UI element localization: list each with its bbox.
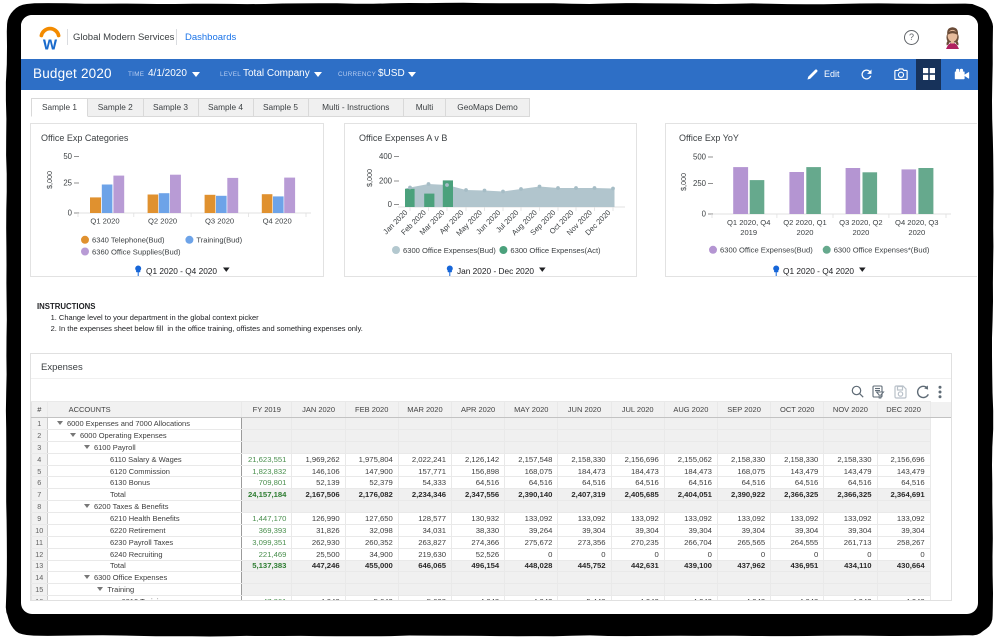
svg-text:Q1 2020 - Q4 2020: Q1 2020 - Q4 2020 <box>146 266 217 276</box>
svg-text:6300 Office Expenses(Bud): 6300 Office Expenses(Bud) <box>403 246 496 255</box>
svg-text:Q4 2020, Q3: Q4 2020, Q3 <box>895 218 938 227</box>
svg-text:50: 50 <box>63 152 72 161</box>
svg-text:$,000: $,000 <box>679 173 688 191</box>
svg-text:Jan 2020 - Dec 2020: Jan 2020 - Dec 2020 <box>457 266 534 276</box>
svg-text:200: 200 <box>379 177 393 186</box>
svg-text:250: 250 <box>693 179 707 188</box>
svg-text:2020: 2020 <box>908 228 925 237</box>
svg-text:6360 Office Supplies(Bud): 6360 Office Supplies(Bud) <box>92 247 181 256</box>
svg-text:w: w <box>42 34 58 52</box>
svg-text:0: 0 <box>68 209 73 218</box>
svg-text:6340 Telephone(Bud): 6340 Telephone(Bud) <box>92 236 165 245</box>
svg-text:6300 Office Expenses(Bud): 6300 Office Expenses(Bud) <box>720 246 813 255</box>
svg-text:Training(Bud): Training(Bud) <box>196 236 242 245</box>
svg-text:Q1 2020: Q1 2020 <box>90 217 119 226</box>
svg-text:Q4 2020: Q4 2020 <box>263 217 292 226</box>
svg-text:6300 Office Expenses(Act): 6300 Office Expenses(Act) <box>510 246 601 255</box>
svg-text:0: 0 <box>702 210 707 219</box>
svg-text:0: 0 <box>388 200 393 209</box>
svg-text:$,000: $,000 <box>365 169 374 187</box>
svg-text:500: 500 <box>693 153 707 162</box>
svg-text:Q3 2020, Q2: Q3 2020, Q2 <box>839 218 882 227</box>
svg-text:2019: 2019 <box>740 228 757 237</box>
svg-text:Q1 2020, Q4: Q1 2020, Q4 <box>727 218 770 227</box>
svg-text:6300 Office Expenses*(Bud): 6300 Office Expenses*(Bud) <box>834 246 930 255</box>
svg-text:2020: 2020 <box>797 228 814 237</box>
svg-text:400: 400 <box>379 152 393 161</box>
svg-text:Q3 2020: Q3 2020 <box>205 217 234 226</box>
svg-text:25: 25 <box>63 179 72 188</box>
svg-text:2020: 2020 <box>852 228 869 237</box>
svg-text:$,000: $,000 <box>45 171 54 189</box>
svg-text:Q2 2020: Q2 2020 <box>148 217 177 226</box>
svg-text:Q1 2020 - Q4 2020: Q1 2020 - Q4 2020 <box>783 266 854 276</box>
svg-text:Q2 2020, Q1: Q2 2020, Q1 <box>783 218 826 227</box>
